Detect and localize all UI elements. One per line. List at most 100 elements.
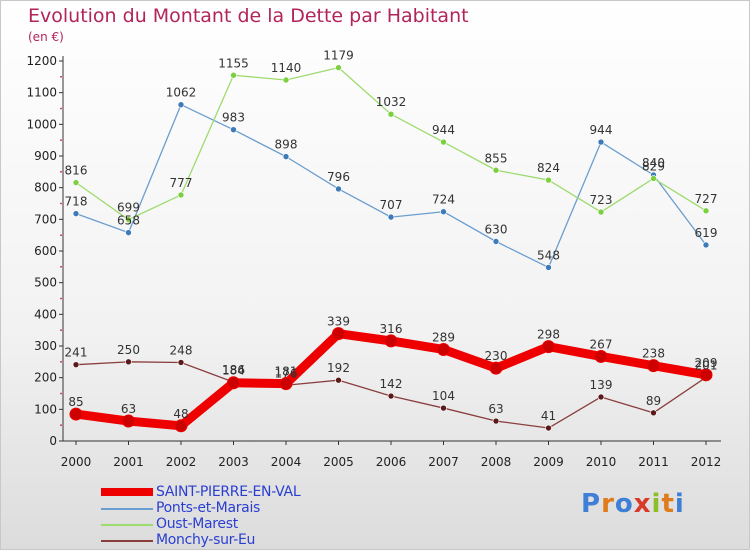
data-point-2 xyxy=(177,191,185,199)
data-point-3 xyxy=(125,358,132,366)
legend-swatch-saint-pierre xyxy=(101,488,153,496)
data-point-3 xyxy=(650,409,657,417)
data-label-2: 1140 xyxy=(271,61,302,75)
data-label-3: 248 xyxy=(170,343,193,357)
data-point-1 xyxy=(440,208,447,216)
data-point-3 xyxy=(387,392,395,400)
legend-label-saint-pierre: SAINT-PIERRE-EN-VAL xyxy=(156,484,301,500)
data-label-1: 658 xyxy=(117,214,140,228)
chart-subtitle: (en €) xyxy=(28,30,64,44)
data-point-2 xyxy=(72,179,80,186)
y-tick-label: 500 xyxy=(34,276,57,290)
y-tick-label: 400 xyxy=(34,307,57,321)
logo-letter: r xyxy=(601,489,615,519)
data-label-1: 619 xyxy=(695,226,718,240)
data-point-0 xyxy=(699,368,713,382)
data-label-3: 139 xyxy=(590,378,613,392)
data-point-0 xyxy=(594,349,608,363)
legend-label-oust: Oust-Marest xyxy=(156,516,238,532)
data-label-2: 944 xyxy=(432,123,455,137)
data-point-0 xyxy=(227,376,240,390)
data-point-2 xyxy=(597,208,605,216)
data-label-2: 699 xyxy=(117,201,140,215)
y-minor-tick xyxy=(60,360,62,363)
y-tick-label: 1200 xyxy=(26,54,57,68)
data-label-0: 298 xyxy=(537,328,560,342)
x-tick-label: 2008 xyxy=(481,455,512,469)
data-label-3: 241 xyxy=(65,346,88,360)
legend-swatch-oust xyxy=(101,524,153,526)
data-label-3: 142 xyxy=(380,377,403,391)
data-label-2: 855 xyxy=(485,151,508,165)
data-label-0: 289 xyxy=(432,330,455,344)
data-point-2 xyxy=(125,216,132,223)
y-tick-label: 0 xyxy=(49,434,57,448)
data-point-3 xyxy=(597,393,605,401)
logo-letter: i xyxy=(651,489,662,519)
data-label-1: 548 xyxy=(537,248,560,262)
y-tick-label: 900 xyxy=(34,149,57,163)
logo-letter: x xyxy=(633,489,652,519)
data-label-3: 186 xyxy=(222,363,245,377)
y-minor-tick xyxy=(60,297,62,300)
data-point-1 xyxy=(702,241,710,249)
data-label-1: 724 xyxy=(432,193,455,207)
x-tick-label: 2001 xyxy=(113,455,144,469)
logo-letter: P xyxy=(581,489,602,519)
y-tick-label: 700 xyxy=(34,212,57,226)
legend-label-ponts: Ponts-et-Marais xyxy=(156,500,261,516)
data-point-0 xyxy=(174,419,188,433)
data-point-0 xyxy=(279,377,293,391)
data-point-0 xyxy=(332,327,345,341)
data-point-1 xyxy=(72,210,80,217)
data-label-2: 824 xyxy=(537,161,560,175)
data-label-3: 192 xyxy=(327,361,350,375)
data-label-1: 944 xyxy=(590,123,613,137)
y-minor-tick xyxy=(60,202,62,205)
data-label-3: 176 xyxy=(275,366,298,380)
data-point-3 xyxy=(440,404,447,412)
data-point-3 xyxy=(177,359,185,366)
data-label-2: 777 xyxy=(170,176,193,190)
legend-swatch-monchy xyxy=(101,540,153,542)
y-tick-label: 300 xyxy=(34,339,57,353)
data-point-2 xyxy=(650,175,657,182)
proxiti-logo: Proxiti xyxy=(581,489,685,519)
data-label-2: 1032 xyxy=(376,95,407,109)
x-tick-label: 2010 xyxy=(586,455,617,469)
y-minor-tick xyxy=(60,329,62,332)
data-label-3: 63 xyxy=(488,402,503,416)
data-label-1: 630 xyxy=(485,223,508,237)
data-label-2: 1155 xyxy=(218,56,249,70)
y-tick-label: 1100 xyxy=(26,86,57,100)
logo-letter: i xyxy=(674,489,685,519)
data-label-1: 840 xyxy=(642,156,665,170)
logo-letter: o xyxy=(614,489,634,519)
data-label-1: 796 xyxy=(327,170,350,184)
data-point-1 xyxy=(177,101,185,108)
data-label-0: 230 xyxy=(485,349,508,363)
y-tick-label: 800 xyxy=(34,181,57,195)
data-label-0: 181 xyxy=(275,365,298,379)
data-point-1 xyxy=(282,153,290,160)
y-minor-tick xyxy=(60,424,62,427)
data-label-0: 85 xyxy=(68,395,83,409)
y-minor-tick xyxy=(60,139,62,142)
data-label-0: 48 xyxy=(173,407,188,421)
data-point-2 xyxy=(440,138,447,146)
x-tick-label: 2011 xyxy=(638,455,669,469)
data-point-1 xyxy=(335,185,342,193)
x-tick-label: 2003 xyxy=(218,455,249,469)
data-point-2 xyxy=(230,71,237,79)
y-minor-tick xyxy=(60,234,62,237)
data-point-2 xyxy=(492,166,500,174)
data-point-0 xyxy=(437,342,450,356)
data-label-0: 238 xyxy=(642,347,665,361)
legend-label-monchy: Monchy-sur-Eu xyxy=(156,532,256,548)
data-label-0: 63 xyxy=(121,402,136,416)
data-point-1 xyxy=(387,213,395,221)
data-label-0: 209 xyxy=(695,356,718,370)
legend-swatch-ponts xyxy=(101,508,153,510)
